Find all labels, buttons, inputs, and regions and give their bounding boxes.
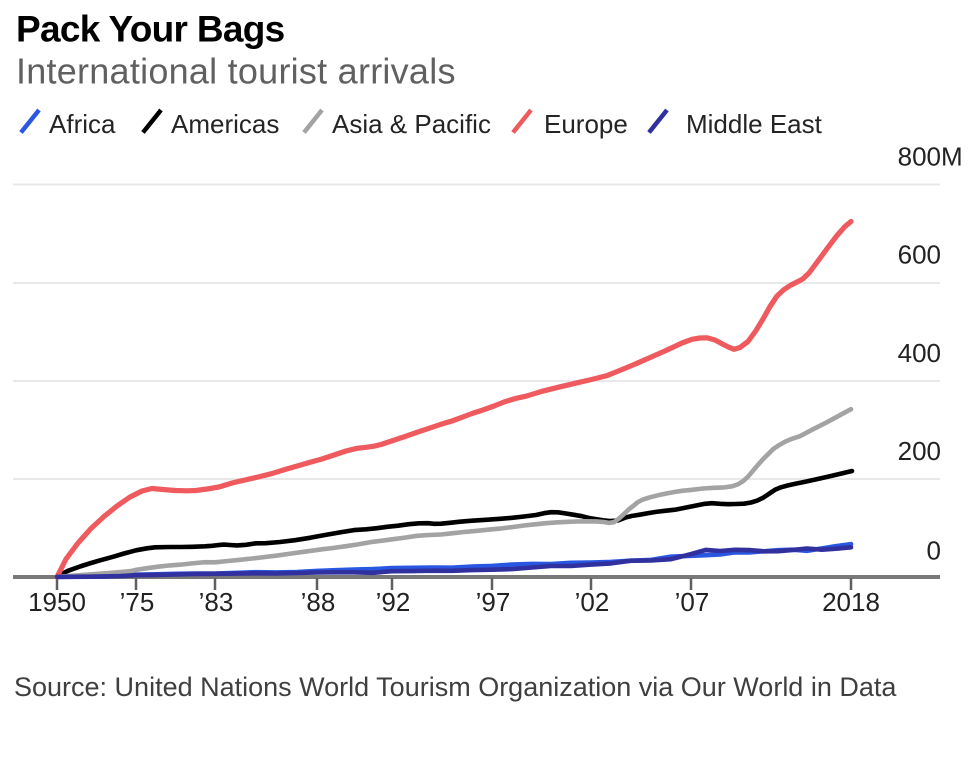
svg-text:’88: ’88: [301, 587, 336, 617]
svg-text:2018: 2018: [822, 587, 880, 617]
svg-text:200: 200: [898, 436, 941, 466]
svg-text:800: 800: [898, 142, 941, 172]
svg-text:’92: ’92: [376, 587, 411, 617]
svg-text:Source: United Nations World T: Source: United Nations World Tourism Org…: [14, 672, 897, 702]
svg-text:’75: ’75: [120, 587, 155, 617]
svg-text:’83: ’83: [199, 587, 234, 617]
svg-text:1950: 1950: [28, 587, 86, 617]
svg-text:Middle East: Middle East: [686, 109, 823, 139]
svg-text:Pack Your Bags: Pack Your Bags: [16, 9, 285, 50]
svg-text:’97: ’97: [476, 587, 511, 617]
svg-text:400: 400: [898, 338, 941, 368]
svg-text:International tourist arrivals: International tourist arrivals: [16, 51, 456, 92]
svg-text:0: 0: [927, 536, 941, 566]
svg-text:Asia & Pacific: Asia & Pacific: [332, 109, 491, 139]
svg-text:Europe: Europe: [544, 109, 628, 139]
svg-text:M: M: [941, 142, 963, 172]
svg-text:’07: ’07: [675, 587, 710, 617]
svg-text:Americas: Americas: [171, 109, 279, 139]
svg-text:600: 600: [898, 240, 941, 270]
svg-text:’02: ’02: [575, 587, 610, 617]
svg-text:Africa: Africa: [49, 109, 116, 139]
